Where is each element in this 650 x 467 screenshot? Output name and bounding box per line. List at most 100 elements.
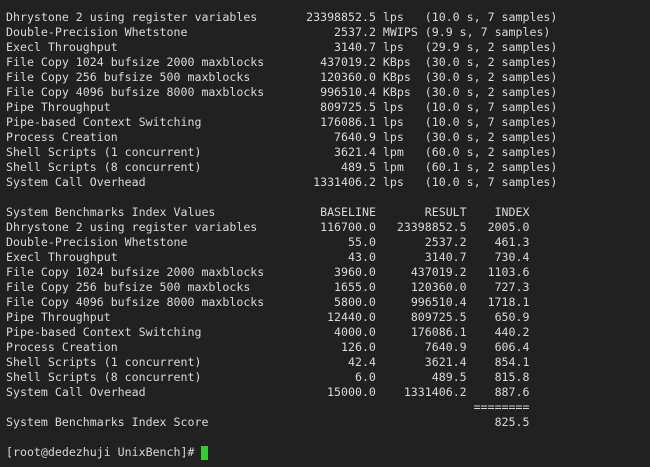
benchmark-unit: lpm xyxy=(382,145,404,159)
baseline-value: 15000.0 xyxy=(327,385,376,399)
benchmark-name: Execl Throughput xyxy=(6,250,118,264)
benchmark-timing: (10.0 s, 7 samples) xyxy=(424,175,558,189)
benchmark-name: File Copy 256 bufsize 500 maxblocks xyxy=(6,280,251,294)
benchmark-name: Double-Precision Whetstone xyxy=(6,25,188,39)
benchmark-value: 809725.5 xyxy=(320,100,376,114)
benchmark-timing: (60.1 s, 2 samples) xyxy=(424,160,558,174)
benchmark-value: 23398852.5 xyxy=(306,10,376,24)
benchmark-name: Process Creation xyxy=(6,340,118,354)
index-table-row: System Call Overhead 15000.0 1331406.2 887.… xyxy=(6,385,650,400)
benchmark-result-row: Shell Scripts (1 concurrent) 3621.4 lpm (60… xyxy=(6,145,650,160)
benchmark-unit: KBps xyxy=(382,70,411,84)
benchmark-result-row: File Copy 256 bufsize 500 maxblocks 12036… xyxy=(6,70,650,85)
index-table-header: System Benchmarks Index Values BASELINE RE… xyxy=(6,205,650,220)
index-value: 440.2 xyxy=(494,325,530,339)
index-table-row: File Copy 1024 bufsize 2000 maxblocks 396… xyxy=(6,265,650,280)
index-score-row: System Benchmarks Index Score 825.5 xyxy=(6,415,650,430)
index-table-row: Pipe Throughput 12440.0 809725.5 650.9 xyxy=(6,310,650,325)
baseline-value: 42.4 xyxy=(348,355,376,369)
benchmark-timing: (10.0 s, 7 samples) xyxy=(424,115,558,129)
result-value: 176086.1 xyxy=(410,325,467,339)
result-value: 1331406.2 xyxy=(403,385,467,399)
benchmark-unit: lps xyxy=(382,40,404,54)
index-value: 2005.0 xyxy=(487,220,530,234)
index-table-row: Shell Scripts (1 concurrent) 42.4 3621.4 85… xyxy=(6,355,650,370)
benchmark-result-row: System Call Overhead 1331406.2 lps (10.0 s,… xyxy=(6,175,650,190)
result-value: 120360.0 xyxy=(410,280,467,294)
benchmark-value: 120360.0 xyxy=(320,70,376,84)
score-label: System Benchmarks Index Score xyxy=(6,415,209,429)
baseline-value: 43.0 xyxy=(348,250,376,264)
benchmark-value: 176086.1 xyxy=(320,115,376,129)
index-value: 730.4 xyxy=(494,250,530,264)
column-header-index: INDEX xyxy=(494,205,530,219)
benchmark-timing: (60.0 s, 2 samples) xyxy=(424,145,558,159)
index-value: 606.4 xyxy=(494,340,530,354)
benchmark-name: System Call Overhead xyxy=(6,175,146,189)
column-header-baseline: BASELINE xyxy=(320,205,376,219)
benchmark-result-row: File Copy 4096 bufsize 8000 maxblocks 996… xyxy=(6,85,650,100)
index-table-row: Pipe-based Context Switching 4000.0 176086… xyxy=(6,325,650,340)
benchmark-timing: (30.0 s, 2 samples) xyxy=(424,85,558,99)
benchmark-result-row: File Copy 1024 bufsize 2000 maxblocks 437… xyxy=(6,55,650,70)
benchmark-value: 489.5 xyxy=(341,160,376,174)
benchmark-value: 2537.2 xyxy=(334,25,376,39)
benchmark-name: File Copy 1024 bufsize 2000 maxblocks xyxy=(6,265,265,279)
benchmark-value: 996510.4 xyxy=(320,85,376,99)
blank-line xyxy=(6,190,650,205)
baseline-value: 6.0 xyxy=(354,370,376,384)
index-value: 887.6 xyxy=(494,385,530,399)
index-value: 727.3 xyxy=(494,280,530,294)
result-value: 489.5 xyxy=(431,370,467,384)
benchmark-result-row: Shell Scripts (8 concurrent) 489.5 lpm (60.… xyxy=(6,160,650,175)
index-table-row: Process Creation 126.0 7640.9 606.4 xyxy=(6,340,650,355)
index-value: 854.1 xyxy=(494,355,530,369)
benchmark-results-section: Dhrystone 2 using register variables 2339… xyxy=(6,10,650,190)
benchmark-unit: lps xyxy=(382,175,404,189)
benchmark-value: 1331406.2 xyxy=(313,175,376,189)
benchmark-timing: (9.9 s, 7 samples) xyxy=(424,25,551,39)
benchmark-result-row: Execl Throughput 3140.7 lps (29.9 s, 2 samp… xyxy=(6,40,650,55)
result-value: 437019.2 xyxy=(410,265,467,279)
benchmark-name: Shell Scripts (8 concurrent) xyxy=(6,370,202,384)
benchmark-name: Shell Scripts (1 concurrent) xyxy=(6,145,202,159)
benchmark-unit: MWIPS xyxy=(382,25,418,39)
index-table-section: System Benchmarks Index Values BASELINE RE… xyxy=(6,205,650,430)
score-value: 825.5 xyxy=(494,415,530,429)
terminal-cursor[interactable] xyxy=(201,446,209,460)
benchmark-name: Dhrystone 2 using register variables xyxy=(6,10,258,24)
index-table-row: Dhrystone 2 using register variables 1167… xyxy=(6,220,650,235)
benchmark-unit: lps xyxy=(382,115,404,129)
benchmark-name: Process Creation xyxy=(6,130,118,144)
result-value: 23398852.5 xyxy=(396,220,467,234)
benchmark-value: 3140.7 xyxy=(334,40,376,54)
baseline-value: 5800.0 xyxy=(334,295,376,309)
index-table-row: File Copy 256 bufsize 500 maxblocks 1655.… xyxy=(6,280,650,295)
result-value: 2537.2 xyxy=(424,235,467,249)
benchmark-timing: (29.9 s, 2 samples) xyxy=(424,40,558,54)
shell-prompt: [root@dedezhuji UnixBench]# xyxy=(6,445,202,459)
benchmark-unit: lps xyxy=(382,100,404,114)
benchmark-name: Pipe Throughput xyxy=(6,310,111,324)
benchmark-name: Pipe Throughput xyxy=(6,100,111,114)
index-value: 1718.1 xyxy=(487,295,530,309)
benchmark-timing: (10.0 s, 7 samples) xyxy=(424,10,558,24)
baseline-value: 4000.0 xyxy=(334,325,376,339)
benchmark-value: 437019.2 xyxy=(320,55,376,69)
index-value: 461.3 xyxy=(494,235,530,249)
benchmark-unit: lps xyxy=(382,130,404,144)
benchmark-result-row: Process Creation 7640.9 lps (30.0 s, 2 samp… xyxy=(6,130,650,145)
index-value: 815.8 xyxy=(494,370,530,384)
benchmark-name: File Copy 1024 bufsize 2000 maxblocks xyxy=(6,55,265,69)
index-table-row: File Copy 4096 bufsize 8000 maxblocks 580… xyxy=(6,295,650,310)
score-separator: ======== xyxy=(473,400,530,414)
benchmark-name: System Call Overhead xyxy=(6,385,146,399)
benchmark-timing: (30.0 s, 2 samples) xyxy=(424,55,558,69)
result-value: 7640.9 xyxy=(424,340,467,354)
benchmark-name: Execl Throughput xyxy=(6,40,118,54)
benchmark-name: File Copy 4096 bufsize 8000 maxblocks xyxy=(6,295,265,309)
index-value: 650.9 xyxy=(494,310,530,324)
benchmark-unit: KBps xyxy=(382,85,411,99)
index-table-row: Shell Scripts (8 concurrent) 6.0 489.5 815.… xyxy=(6,370,650,385)
